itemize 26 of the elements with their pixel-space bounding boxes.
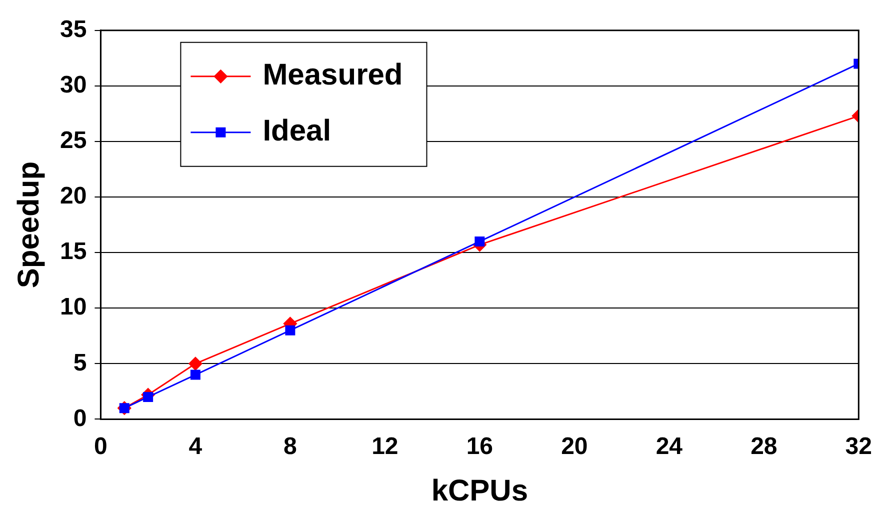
x-tick-label: 4 [188,433,203,460]
x-tick-label: 20 [561,433,588,460]
y-tick-label: 30 [60,72,87,99]
x-tick-label: 12 [372,433,398,460]
y-tick-label: 20 [60,182,87,210]
y-axis-title: Speedup [12,161,46,288]
x-tick-label: 16 [466,433,494,460]
x-tick-label: 28 [750,433,778,460]
y-tick-label: 5 [73,349,87,376]
point [285,325,296,336]
x-tick-label: 24 [656,433,684,460]
point [474,236,485,246]
point [190,370,200,380]
y-tick-label: 15 [60,238,87,266]
point [143,392,154,402]
y-tick-label: 10 [60,294,87,321]
point [188,356,202,370]
x-tick-label: 8 [284,433,297,460]
x-tick-label: 0 [94,433,108,460]
y-tick-label: 0 [73,404,87,432]
y-tick-label: 35 [60,16,87,44]
legend-label: Measured [262,58,403,92]
y-tick-label: 25 [60,127,87,154]
x-tick-label: 32 [845,433,872,460]
x-axis-title: kCPUs [431,474,528,508]
legend-label: Ideal [262,114,332,148]
